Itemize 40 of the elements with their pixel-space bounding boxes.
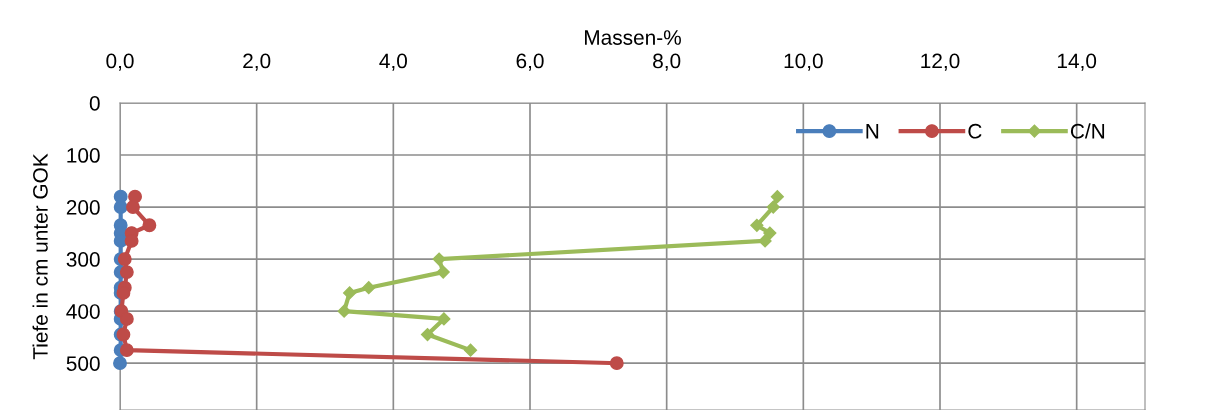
x-tick-label: 14,0 [1057,53,1097,71]
legend-label: N [866,124,879,139]
y-tick-label: 200 [66,200,100,215]
point [436,265,450,279]
y-tick-label: 0 [89,96,100,111]
x-tick-label: 4,0 [379,53,407,71]
y-tick-label: 400 [66,304,100,319]
point [420,327,435,342]
point [750,218,764,232]
x-tick-label: 12,0 [921,53,960,71]
x-tick-label: 2,0 [243,53,271,71]
x-tick-label: 6,0 [516,53,544,71]
y-tick-label: 300 [66,252,100,267]
point [766,200,780,214]
point [113,200,128,215]
point [437,312,451,326]
point [337,304,351,318]
point [463,343,478,357]
x-tick-label: 8,0 [653,53,681,71]
point [758,234,772,248]
y-tick-label: 500 [66,356,100,371]
point [770,190,784,204]
point [119,343,134,358]
point [609,356,624,371]
y-axis-title: Tiefe in cm unter GOK [32,153,48,360]
legend-label: C/N [1070,123,1105,139]
point [142,218,157,233]
point [117,252,132,267]
point [362,281,376,295]
point [119,265,134,280]
legend-label: C [968,123,982,139]
x-tick-label: 10,0 [784,53,823,71]
y-tick-label: 100 [67,148,100,163]
point [343,286,357,300]
point [432,252,446,266]
point [113,356,127,371]
x-tick-label: 0,0 [106,53,134,71]
point [126,200,140,215]
point [119,311,134,326]
x-axis-title: Massen-% [585,30,681,45]
